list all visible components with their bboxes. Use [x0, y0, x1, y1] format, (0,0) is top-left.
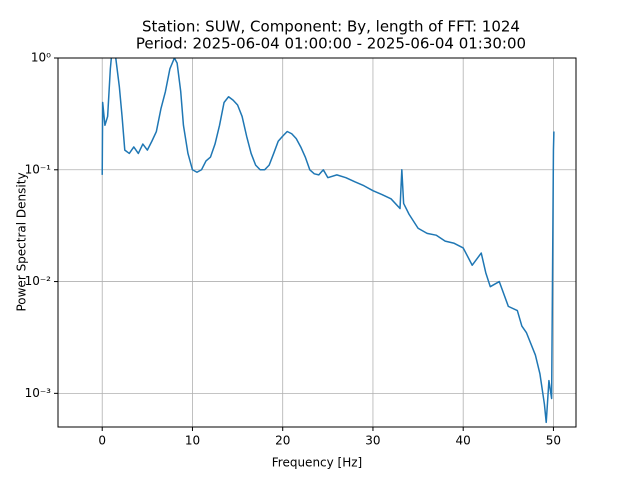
- y-tick-label: 10⁻³: [25, 386, 52, 400]
- x-tick-label: 30: [365, 434, 380, 448]
- x-tick-label: 40: [456, 434, 471, 448]
- x-tick-label: 0: [98, 434, 106, 448]
- y-tick-label: 10⁰: [31, 51, 51, 65]
- x-tick-label: 50: [546, 434, 561, 448]
- y-tick-label: 10⁻¹: [25, 162, 52, 176]
- x-tick-label: 20: [275, 434, 290, 448]
- x-axis-label: Frequency [Hz]: [272, 456, 363, 470]
- plot-area: [101, 58, 555, 424]
- line-series: [101, 58, 555, 424]
- chart-subtitle: Period: 2025-06-04 01:00:00 - 2025-06-04…: [136, 35, 526, 53]
- axes-frame: [57, 57, 577, 428]
- y-axis-label: Power Spectral Density: [15, 172, 29, 311]
- x-tick-label: 10: [185, 434, 200, 448]
- y-tick-label: 10⁻²: [25, 274, 52, 288]
- ticks: 0 10 20 30 40 50 10⁻³ 10⁻² 10⁻¹ 10⁰: [25, 51, 562, 448]
- chart-title: Station: SUW, Component: By, length of F…: [142, 18, 520, 36]
